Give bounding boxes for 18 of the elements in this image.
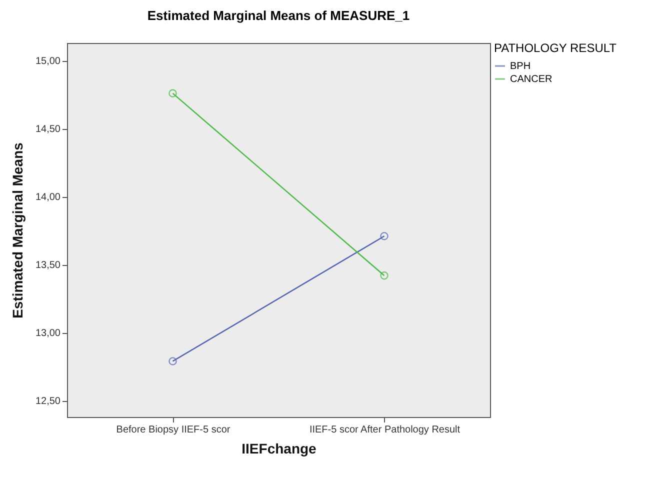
legend-title: PATHOLOGY RESULT	[494, 41, 618, 55]
legend-label: CANCER	[510, 74, 552, 85]
point	[380, 232, 388, 240]
y-tick-label: 14,00	[35, 192, 61, 204]
x-tick-label: IIEF-5 scor After Pathology Result	[309, 424, 460, 436]
y-axis-title: Estimated Marginal Means	[9, 142, 26, 318]
x-axis-title: IIEFchange	[242, 440, 317, 456]
point	[168, 357, 177, 366]
y-tick-label: 14,50	[35, 124, 61, 136]
legend-label: BPH	[510, 61, 531, 72]
y-tick-label: 12,50	[35, 396, 61, 408]
chart-title: Estimated Marginal Means of MEASURE_1	[147, 8, 410, 23]
y-tick-label: 15,00	[35, 56, 61, 68]
x-tick-label: Before Biopsy IIEF-5 scor	[116, 424, 231, 436]
y-tick-label: 13,50	[35, 260, 61, 272]
y-tick-label: 13,00	[35, 328, 61, 340]
point	[380, 271, 388, 280]
point	[168, 89, 177, 98]
